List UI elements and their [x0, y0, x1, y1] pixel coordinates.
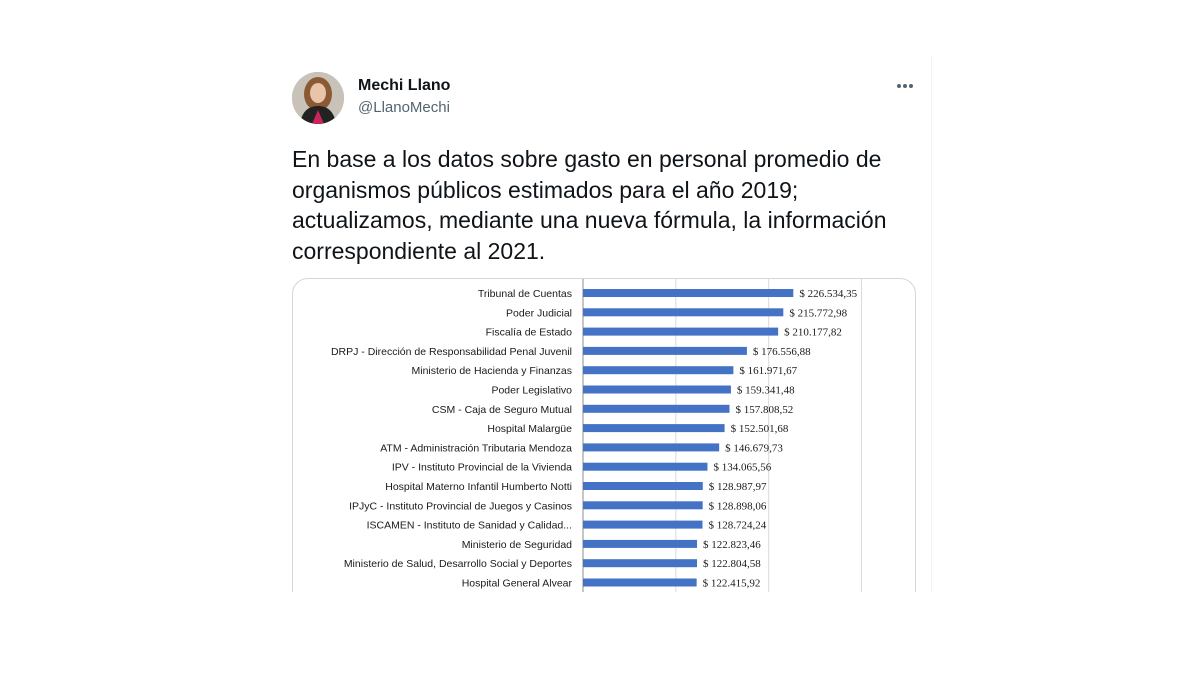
category-label: Poder Legislativo: [491, 385, 572, 397]
category-label: ISCAMEN - Instituto de Sanidad y Calidad…: [367, 520, 572, 532]
data-label: $ 159.341,48: [737, 385, 795, 397]
data-label: $ 176.556,88: [753, 346, 811, 358]
more-options-button[interactable]: [888, 74, 922, 98]
bar: [583, 578, 697, 587]
bar: [583, 289, 794, 297]
bar: [583, 404, 730, 413]
data-label: $ 161.971,67: [739, 365, 797, 377]
category-label: Hospital Materno Infantil Humberto Notti: [385, 481, 572, 493]
data-label: $ 157.808,52: [736, 404, 794, 416]
bar: [583, 520, 703, 529]
author-info[interactable]: Mechi Llano @LlanoMechi: [358, 76, 450, 118]
more-horizontal-icon: [897, 84, 913, 88]
bar: [583, 462, 708, 471]
tweet-media-chart[interactable]: Tribunal de Cuentas Poder Judicial Fiscalí…: [292, 278, 916, 592]
data-label: $ 122.823,46: [703, 539, 761, 551]
data-label: $ 128.724,24: [709, 520, 767, 532]
category-label: ATM - Administración Tributaria Mendoza: [380, 442, 572, 454]
avatar-photo: [292, 72, 344, 124]
bar: [583, 559, 698, 568]
data-label: $ 122.415,92: [703, 578, 761, 590]
bar: [583, 424, 725, 433]
data-label: $ 122.804,58: [703, 558, 761, 570]
category-label: Hospital General Alvear: [462, 578, 573, 590]
bar: [583, 501, 703, 510]
category-label: CSM - Caja de Seguro Mutual: [432, 404, 572, 416]
bar-chart: Tribunal de Cuentas Poder Judicial Fiscalí…: [331, 279, 863, 592]
author-handle[interactable]: @LlanoMechi: [358, 99, 450, 116]
category-label: Tribunal de Cuentas: [478, 288, 572, 300]
data-label: $ 146.679,73: [725, 442, 783, 454]
data-label: $ 134.065,56: [713, 462, 771, 474]
bar: [583, 443, 720, 452]
tweet-card[interactable]: Mechi Llano @LlanoMechi En base a los da…: [268, 56, 932, 592]
bar: [583, 327, 779, 336]
category-label: IPJyC - Instituto Provincial de Juegos y…: [349, 500, 572, 512]
data-label: $ 152.501,68: [731, 423, 789, 435]
tweet-divider: [931, 56, 932, 592]
bar: [583, 539, 698, 548]
avatar[interactable]: [292, 72, 344, 124]
bar: [583, 366, 734, 375]
data-label: $ 210.177,82: [784, 327, 842, 339]
category-label: Ministerio de Seguridad: [462, 539, 572, 551]
bar: [583, 308, 784, 317]
category-label: Poder Judicial: [506, 307, 572, 319]
category-label: Fiscalía de Estado: [486, 327, 573, 339]
data-label: $ 226.534,35: [799, 288, 857, 300]
category-label: Ministerio de Hacienda y Finanzas: [412, 365, 573, 377]
category-label: Ministerio de Salud, Desarrollo Social y…: [344, 558, 572, 570]
category-label: IPV - Instituto Provincial de la Viviend…: [392, 462, 572, 474]
tweet-text: En base a los datos sobre gasto en perso…: [292, 146, 887, 264]
bar: [583, 385, 731, 394]
bar: [583, 482, 703, 490]
category-label: Hospital Malargüe: [487, 423, 572, 435]
category-label: DRPJ - Dirección de Responsabilidad Pena…: [331, 346, 572, 358]
data-label: $ 128.987,97: [709, 481, 767, 493]
data-label: $ 128.898,06: [709, 500, 767, 512]
data-label: $ 215.772,98: [789, 307, 847, 319]
author-name[interactable]: Mechi Llano: [358, 77, 451, 94]
bar: [583, 346, 747, 355]
